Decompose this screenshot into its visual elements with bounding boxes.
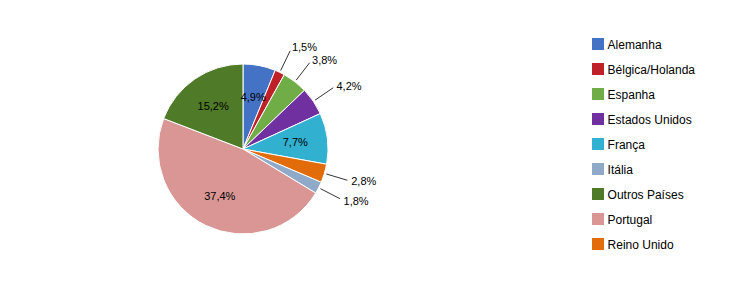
svg-text:4,2%: 4,2% <box>337 80 362 92</box>
svg-text:2,8%: 2,8% <box>351 175 376 187</box>
svg-text:4,9%: 4,9% <box>241 91 266 103</box>
html-text:Itália: Itália <box>607 162 633 177</box>
html-text:Portugal: Portugal <box>607 212 653 227</box>
html-text:Outros Países: Outros Países <box>607 187 684 202</box>
html-text:Estados Unidos: Estados Unidos <box>607 112 692 127</box>
svg-text:1,5%: 1,5% <box>292 41 317 53</box>
svg-text:37,4%: 37,4% <box>204 190 235 202</box>
svg-text:3,8%: 3,8% <box>312 54 337 66</box>
html-text:Bélgica/Holanda: Bélgica/Holanda <box>607 62 695 77</box>
html-text:Alemanha: Alemanha <box>607 37 662 52</box>
html-text:França: França <box>607 137 645 152</box>
svg-text:15,2%: 15,2% <box>198 100 229 112</box>
svg-text:7,7%: 7,7% <box>283 136 308 148</box>
svg-text:1,8%: 1,8% <box>344 195 369 207</box>
html-text:Reino Unido: Reino Unido <box>607 237 674 252</box>
html-text:Espanha: Espanha <box>607 87 655 102</box>
